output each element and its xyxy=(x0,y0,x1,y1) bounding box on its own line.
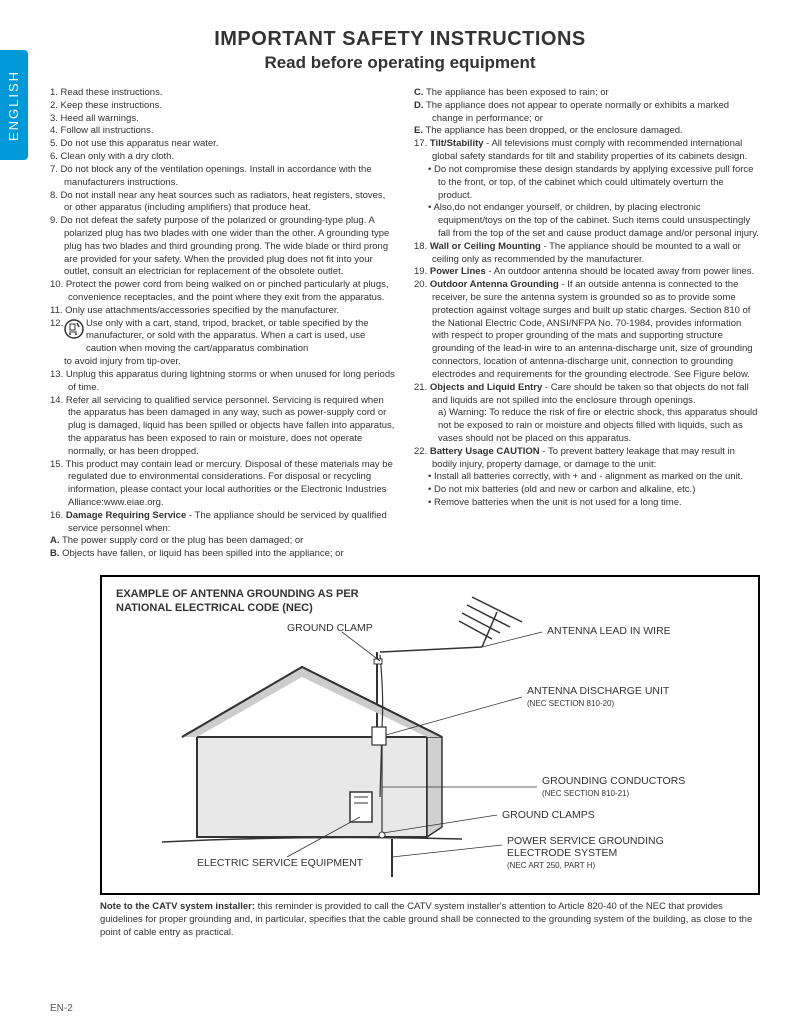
label-antenna-lead: ANTENNA LEAD IN WIRE xyxy=(547,625,671,637)
label-discharge-unit: ANTENNA DISCHARGE UNIT (NEC SECTION 810-… xyxy=(527,685,669,709)
page-subtitle: Read before operating equipment xyxy=(0,53,800,73)
instruction-22e: • Do not mix batteries (old and new or c… xyxy=(414,484,760,497)
instruction-4: 4. Follow all instructions. xyxy=(50,125,396,138)
instruction-C: C. The appliance has been exposed to rai… xyxy=(414,87,760,100)
right-column: C. The appliance has been exposed to rai… xyxy=(414,87,760,561)
instruction-B: B. Objects have fallen, or liquid has be… xyxy=(50,548,396,561)
instruction-D2: change in performance; or xyxy=(414,113,760,126)
instruction-16: 16. Damage Requiring Service - The appli… xyxy=(50,510,396,536)
antenna-grounding-diagram: EXAMPLE OF ANTENNA GROUNDING AS PER NATI… xyxy=(100,575,760,895)
instruction-10: 10. Protect the power cord from being wa… xyxy=(50,279,396,305)
instruction-19: 19. Power Lines - An outdoor antenna sho… xyxy=(414,266,760,279)
left-column: 1. Read these instructions. 2. Keep thes… xyxy=(50,87,396,561)
instruction-12-num: 12. xyxy=(50,318,64,331)
instruction-17d: • Do not compromise these design standar… xyxy=(414,164,760,202)
instruction-22d: • Install all batteries correctly, with … xyxy=(414,471,760,484)
instruction-5: 5. Do not use this apparatus near water. xyxy=(50,138,396,151)
instruction-12: 12. Use only with a cart, stand, tripod,… xyxy=(50,318,396,356)
instruction-11: 11. Only use attachments/accessories spe… xyxy=(50,305,396,318)
instruction-7: 7. Do not block any of the ventilation o… xyxy=(50,164,396,190)
instruction-D: D. The appliance does not appear to oper… xyxy=(414,100,760,113)
catv-note: Note to the CATV system installer: this … xyxy=(100,901,760,939)
instruction-20: 20. Outdoor Antenna Grounding - If an ou… xyxy=(414,279,760,382)
label-ground-clamps: GROUND CLAMPS xyxy=(502,809,595,821)
instruction-17e: • Also,do not endanger yourself, or chil… xyxy=(414,202,760,240)
label-electric-service: ELECTRIC SERVICE EQUIPMENT xyxy=(197,857,363,869)
instruction-18: 18. Wall or Ceiling Mounting - The appli… xyxy=(414,241,760,267)
instruction-8: 8. Do not install near any heat sources … xyxy=(50,190,396,216)
instruction-9: 9. Do not defeat the safety purpose of t… xyxy=(50,215,396,279)
instruction-22f: • Remove batteries when the unit is not … xyxy=(414,497,760,510)
instruction-22: 22. Battery Usage CAUTION - To prevent b… xyxy=(414,446,760,472)
instruction-2: 2. Keep these instructions. xyxy=(50,100,396,113)
label-ground-clamp: GROUND CLAMP xyxy=(287,622,373,634)
instruction-12-text: Use only with a cart, stand, tripod, bra… xyxy=(86,318,396,356)
instruction-17: 17. Tilt/Stability - All televisions mus… xyxy=(414,138,760,164)
instruction-14: 14. Refer all servicing to qualified ser… xyxy=(50,395,396,459)
header: IMPORTANT SAFETY INSTRUCTIONS Read befor… xyxy=(0,0,800,87)
instruction-E: E. The appliance has been dropped, or th… xyxy=(414,125,760,138)
instruction-21d: a) Warning: To reduce the risk of fire o… xyxy=(414,407,760,445)
page-number: EN-2 xyxy=(50,1003,73,1014)
instruction-13: 13. Unplug this apparatus during lightni… xyxy=(50,369,396,395)
instruction-15: 15. This product may contain lead or mer… xyxy=(50,459,396,510)
instruction-3: 3. Heed all warnings. xyxy=(50,113,396,126)
instruction-12b: to avoid injury from tip-over. xyxy=(50,356,396,369)
instruction-21: 21. Objects and Liquid Entry - Care shou… xyxy=(414,382,760,408)
label-grounding-conductors: GROUNDING CONDUCTORS (NEC SECTION 810-21… xyxy=(542,775,685,799)
language-tab-label: ENGLISH xyxy=(7,69,22,140)
instruction-A: A. A. The power supply cord or the plug … xyxy=(50,535,396,548)
cart-warning-icon xyxy=(64,318,86,344)
instruction-1: 1. Read these instructions. xyxy=(50,87,396,100)
language-tab: ENGLISH xyxy=(0,50,28,160)
instructions-columns: 1. Read these instructions. 2. Keep thes… xyxy=(0,87,800,561)
label-power-service: POWER SERVICE GROUNDING ELECTRODE SYSTEM… xyxy=(507,835,664,871)
instruction-6: 6. Clean only with a dry cloth. xyxy=(50,151,396,164)
page-title: IMPORTANT SAFETY INSTRUCTIONS xyxy=(0,28,800,51)
